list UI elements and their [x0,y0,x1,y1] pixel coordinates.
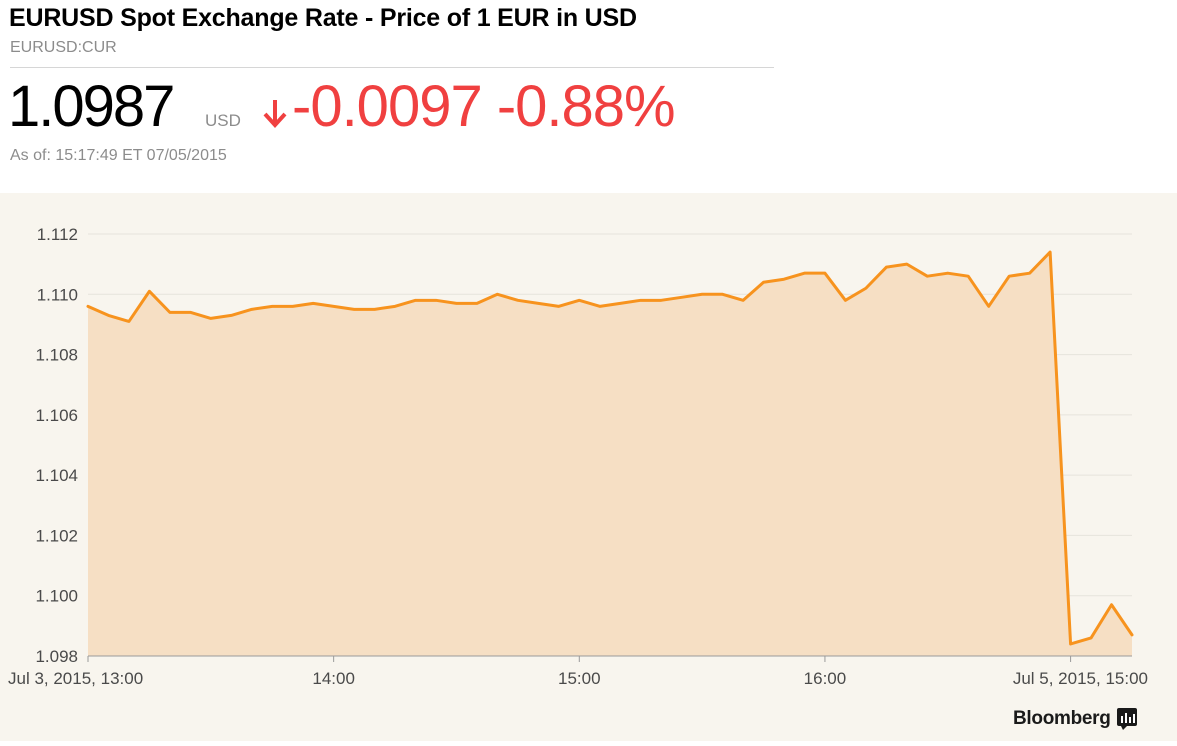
y-tick-label: 1.098 [35,647,78,666]
x-tick-label: 14:00 [312,669,355,688]
x-tick-label: Jul 5, 2015, 15:00 [1013,669,1148,688]
y-tick-label: 1.110 [37,285,78,304]
y-tick-label: 1.106 [35,406,78,425]
price-value: 1.0987 [8,74,175,139]
bloomberg-logo: Bloomberg [1013,708,1137,730]
ticker-symbol: EURUSD:CUR [10,39,117,56]
quote-header: EURUSD Spot Exchange Rate - Price of 1 E… [0,0,1177,193]
y-tick-label: 1.102 [35,526,78,545]
y-tick-label: 1.104 [35,466,78,485]
series-line [86,250,1134,646]
x-tick-label: Jul 3, 2015, 13:00 [8,669,143,688]
logo-text: Bloomberg [1013,708,1111,729]
chart-area: 1.112 1.110 1.108 1.106 1.104 1.102 1.100 1.098… [0,193,1177,741]
y-tick-label: 1.108 [35,346,78,365]
area-fill [88,252,1132,657]
y-tick-label: 1.112 [37,225,78,244]
currency-label: USD [205,111,241,130]
change-value: -0.0097 -0.88% [292,74,676,139]
x-tick-label: 15:00 [558,669,601,688]
down-arrow-icon [263,100,287,128]
bloomberg-terminal-icon [1116,708,1137,730]
as-of-timestamp: As of: 15:17:49 ET 07/05/2015 [10,147,227,164]
x-tick-label: 16:00 [804,669,847,688]
y-tick-label: 1.100 [35,587,78,606]
page-title: EURUSD Spot Exchange Rate - Price of 1 E… [9,4,637,32]
price-change: -0.0097 -0.88% [262,72,676,142]
header-divider [10,67,774,68]
price-chart: 1.112 1.110 1.108 1.106 1.104 1.102 1.100 1.098… [8,225,1148,688]
